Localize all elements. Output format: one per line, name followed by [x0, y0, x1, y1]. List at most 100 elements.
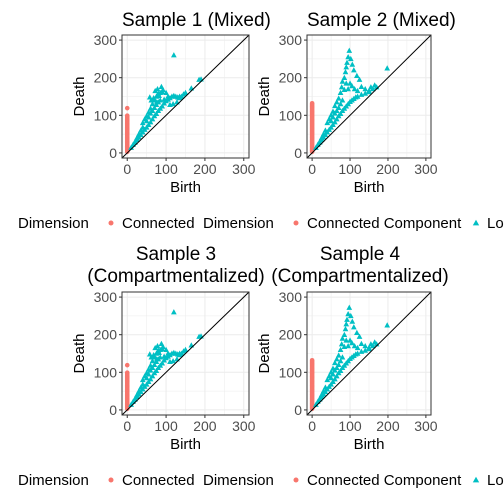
loop-point: [150, 95, 157, 101]
loop-point: [153, 110, 160, 117]
loop-point: [346, 304, 353, 310]
x-tick-label: 0: [123, 418, 131, 434]
loop-point: [149, 373, 156, 379]
loop-point: [332, 367, 338, 373]
loop-point: [170, 101, 176, 107]
y-tick-label: 200: [279, 327, 303, 343]
component-point: [124, 105, 130, 111]
loop-point: [147, 110, 154, 116]
loop-point: [163, 346, 169, 352]
loop-point: [188, 85, 195, 91]
loop-point: [159, 360, 166, 366]
loop-point: [316, 138, 323, 144]
loop-point: [341, 86, 348, 92]
panel-3: 0 100 200 300 0 100 200 300 Birth Death Sample 3(C…: [71, 244, 265, 453]
y-axis-title: Death: [256, 76, 273, 116]
loop-point: [333, 107, 340, 114]
loop-point: [188, 342, 195, 348]
loop-point: [335, 95, 342, 101]
diagonal-line: [122, 292, 249, 415]
legend-title: Dimension: [18, 215, 89, 232]
loop-point: [337, 358, 344, 364]
legend-2-2: Dimension Connected Component Loop: [203, 472, 504, 489]
loop-point: [145, 378, 152, 384]
loop-point: [341, 343, 348, 349]
legend-label-component: Connected Component: [307, 215, 462, 232]
component-point: [124, 362, 130, 368]
loop-point: [153, 367, 160, 374]
loop-point: [339, 78, 346, 84]
loop-point: [343, 321, 350, 327]
x-tick-label: 0: [308, 161, 316, 177]
legend-title: Dimension: [203, 215, 274, 232]
plot-area: [122, 292, 249, 415]
x-tick-label: 100: [338, 161, 362, 177]
loop-point: [136, 131, 142, 137]
y-tick-label: 0: [109, 402, 117, 418]
loop-point: [349, 339, 355, 346]
x-tick-label: 100: [154, 418, 178, 434]
loop-point: [333, 373, 340, 379]
loop-point: [337, 89, 344, 95]
loop-point: [320, 388, 327, 394]
plot-area: [307, 35, 431, 158]
legend-2-1: Dimension Connected Component Loop: [18, 472, 277, 489]
component-point: [124, 370, 130, 375]
loop-point: [134, 134, 140, 141]
x-axis-title: Birth: [354, 179, 385, 196]
loop-point: [332, 110, 338, 116]
loop-point: [349, 82, 355, 89]
loop-point: [132, 138, 138, 144]
legend-label-loop: Loop: [487, 215, 504, 232]
loop-point: [362, 85, 369, 92]
loop-point: [149, 116, 156, 122]
legend-loop-key: [472, 219, 480, 226]
loop-point: [368, 341, 374, 347]
loop-point: [338, 84, 345, 90]
y-tick-label: 0: [294, 402, 302, 418]
loop-point: [344, 59, 350, 65]
panel-4: 0 100 200 300 0 100 200 300 Birth Death Sample 4(C…: [256, 244, 449, 453]
loop-point: [128, 144, 134, 150]
y-axis-title: Death: [71, 333, 88, 373]
loop-point: [330, 121, 336, 127]
loop-point: [345, 54, 351, 60]
x-tick-label: 300: [232, 161, 256, 177]
loop-point: [143, 124, 150, 130]
y-axis-title: Death: [256, 333, 273, 373]
y-tick-label: 300: [279, 32, 303, 48]
legend-component-key: [108, 477, 114, 483]
loop-point: [347, 312, 354, 319]
legend-loop-key: [472, 476, 480, 483]
loop-point: [345, 85, 351, 92]
loop-point: [150, 352, 157, 358]
loop-point: [134, 391, 140, 398]
panel-title: Sample 4: [320, 244, 401, 265]
legend-label-component: Connected Component: [122, 472, 277, 489]
y-tick-label: 300: [94, 289, 118, 305]
loop-point: [354, 93, 361, 99]
y-tick-label: 300: [279, 289, 303, 305]
y-tick-label: 100: [279, 364, 303, 380]
loop-point: [337, 110, 344, 117]
loop-point: [182, 346, 189, 352]
x-tick-label: 0: [123, 161, 131, 177]
loop-point: [335, 352, 342, 358]
component-point: [309, 100, 315, 106]
y-tick-label: 100: [279, 107, 303, 123]
loop-point: [163, 89, 169, 95]
diagonal-line: [307, 292, 431, 415]
loop-point: [341, 331, 348, 337]
loop-point: [337, 367, 344, 374]
plot-area: [307, 292, 431, 415]
x-tick-label: 200: [376, 418, 400, 434]
loop-point: [165, 93, 171, 99]
y-tick-label: 100: [94, 364, 118, 380]
loop-point: [176, 350, 183, 356]
loop-point: [339, 354, 346, 360]
loop-point: [351, 342, 358, 349]
component-point: [124, 113, 130, 118]
loop-point: [368, 84, 374, 90]
x-tick-label: 300: [414, 418, 438, 434]
